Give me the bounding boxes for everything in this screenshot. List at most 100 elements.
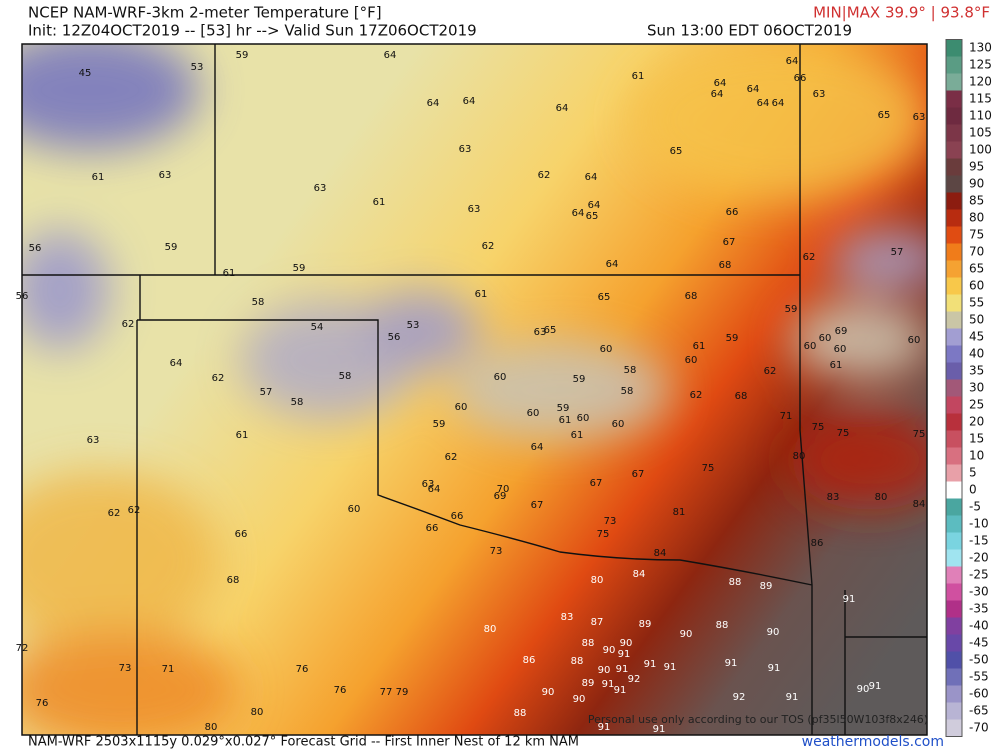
temperature-label: 83 — [561, 612, 574, 623]
temperature-label: 65 — [586, 211, 599, 222]
temperature-label: 90 — [767, 627, 780, 638]
watermark: Personal use only according to our TOS (… — [588, 713, 928, 726]
temperature-label: 91 — [843, 594, 856, 605]
colorbar-swatch — [946, 56, 962, 74]
temperature-label: 62 — [212, 373, 225, 384]
temperature-label: 60 — [612, 419, 625, 430]
temperature-label: 66 — [726, 207, 739, 218]
temperature-label: 67 — [531, 500, 544, 511]
temperature-label: 61 — [236, 430, 249, 441]
temperature-label: 77 — [380, 687, 393, 698]
colorbar-swatch — [946, 175, 962, 193]
temperature-label: 63 — [534, 327, 547, 338]
temperature-label: 84 — [913, 499, 926, 510]
temperature-label: 90 — [680, 629, 693, 640]
colorbar-tick-label: 130 — [969, 41, 992, 55]
temperature-label: 88 — [729, 577, 742, 588]
colorbar-swatch — [946, 651, 962, 669]
temperature-label: 84 — [633, 569, 646, 580]
temperature-label: 80 — [793, 451, 806, 462]
colorbar-tick-label: 70 — [969, 245, 984, 259]
temperature-label: 91 — [602, 679, 615, 690]
colorbar-swatch — [946, 515, 962, 533]
temperature-label: 72 — [16, 643, 29, 654]
temperature-label: 63 — [422, 479, 435, 490]
temperature-label: 61 — [632, 71, 645, 82]
temperature-label: 60 — [494, 372, 507, 383]
temperature-label: 65 — [878, 110, 891, 121]
temperature-label: 66 — [794, 73, 807, 84]
temperature-label: 65 — [670, 146, 683, 157]
colorbar-swatch — [946, 498, 962, 516]
colorbar-tick-label: 30 — [969, 381, 984, 395]
temperature-label: 57 — [891, 247, 904, 258]
colorbar-swatch — [946, 549, 962, 567]
temperature-label: 62 — [538, 170, 551, 181]
colorbar: 1301251201151101051009590858075706560555… — [945, 39, 992, 737]
temperature-label: 59 — [726, 333, 739, 344]
temperature-label: 92 — [628, 674, 641, 685]
colorbar-swatch — [946, 532, 962, 550]
colorbar-tick-label: -20 — [969, 551, 989, 565]
temperature-label: 64 — [556, 103, 569, 114]
map-background — [22, 44, 927, 735]
temperature-label: 81 — [673, 507, 686, 518]
temperature-label: 62 — [128, 505, 141, 516]
temperature-label: 91 — [616, 664, 629, 675]
temperature-label: 91 — [869, 681, 882, 692]
colorbar-tick-label: -55 — [969, 670, 989, 684]
temperature-label: 69 — [494, 491, 507, 502]
temperature-label: 64 — [747, 84, 760, 95]
temperature-label: 64 — [714, 78, 727, 89]
colorbar-tick-label: 125 — [969, 58, 992, 72]
temperature-label: 64 — [585, 172, 598, 183]
temperature-label: 64 — [427, 98, 440, 109]
colorbar-tick-label: 15 — [969, 432, 984, 446]
colorbar-tick-label: 5 — [969, 466, 977, 480]
temperature-label: 45 — [79, 68, 92, 79]
colorbar-swatch — [946, 430, 962, 448]
temperature-label: 91 — [598, 722, 611, 733]
colorbar-tick-label: 80 — [969, 211, 984, 225]
temperature-label: 90 — [603, 645, 616, 656]
temperature-label: 59 — [573, 374, 586, 385]
temperature-label: 53 — [191, 62, 204, 73]
temperature-label: 68 — [735, 391, 748, 402]
temperature-label: 61 — [693, 341, 706, 352]
colorbar-tick-label: 55 — [969, 296, 984, 310]
temperature-label: 92 — [733, 692, 746, 703]
colorbar-swatch — [946, 141, 962, 159]
colorbar-tick-label: -30 — [969, 585, 989, 599]
colorbar-swatch — [946, 311, 962, 329]
colorbar-tick-label: 35 — [969, 364, 984, 378]
temperature-label: 59 — [785, 304, 798, 315]
colorbar-swatch — [946, 464, 962, 482]
temperature-label: 90 — [620, 638, 633, 649]
colorbar-swatch — [946, 617, 962, 635]
temperature-label: 90 — [542, 687, 555, 698]
temperature-label: 70 — [497, 484, 510, 495]
temperature-label: 53 — [407, 320, 420, 331]
temperature-label: 64 — [170, 358, 183, 369]
temperature-label: 63 — [459, 144, 472, 155]
temperature-label: 67 — [590, 478, 603, 489]
colorbar-tick-label: 45 — [969, 330, 984, 344]
temperature-label: 91 — [653, 724, 666, 735]
site-link[interactable]: weathermodels.com — [802, 734, 944, 750]
colorbar-tick-label: -10 — [969, 517, 989, 531]
colorbar-swatch — [946, 685, 962, 703]
colorbar-tick-label: 95 — [969, 160, 984, 174]
footer-text: NAM-WRF 2503x1115y 0.029°x0.027° Forecas… — [28, 735, 579, 750]
colorbar-tick-label: 40 — [969, 347, 984, 361]
temperature-label: 76 — [36, 698, 49, 709]
colorbar-tick-label: 85 — [969, 194, 984, 208]
temperature-label: 69 — [835, 326, 848, 337]
temperature-label: 80 — [251, 707, 264, 718]
colorbar-swatch — [946, 277, 962, 295]
temperature-label: 59 — [236, 50, 249, 61]
temperature-label: 64 — [588, 200, 601, 211]
temperature-label: 59 — [557, 403, 570, 414]
colorbar-swatch — [946, 39, 962, 57]
temperature-label: 60 — [908, 335, 921, 346]
colorbar-tick-label: -25 — [969, 568, 989, 582]
